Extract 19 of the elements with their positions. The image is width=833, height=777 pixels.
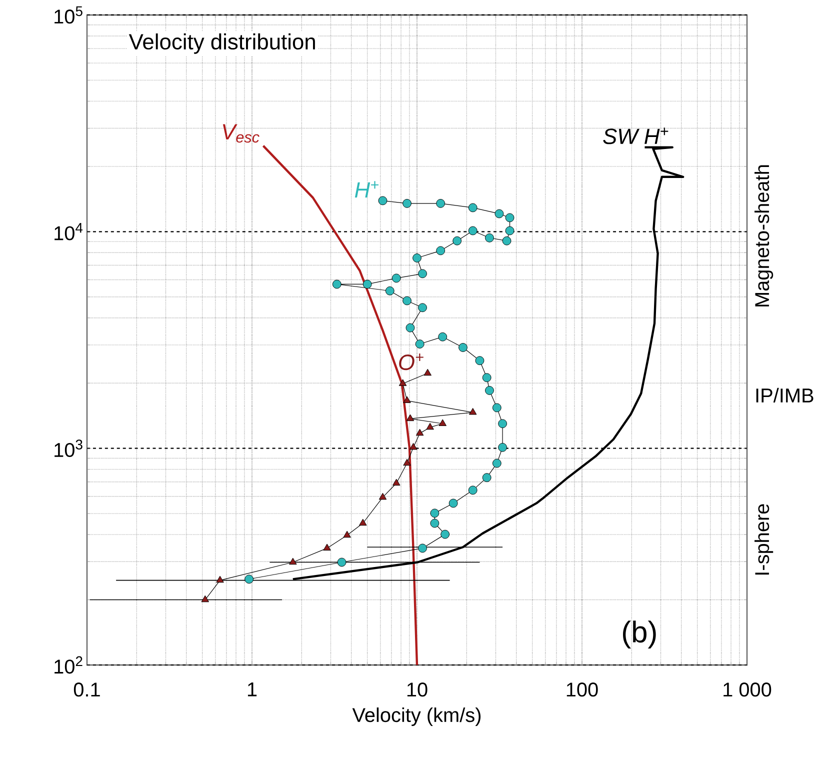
y-tick-label: 10$^{3}$	[54, 440, 82, 458]
y-tick-label: 10$^{4}$	[54, 223, 83, 240]
y-tick-label: 10$^{5}$	[54, 6, 82, 24]
x-tick-label: 1 000	[724, 682, 772, 697]
series-label: V$_{esc}$	[222, 124, 260, 143]
series-label: SW H$^{+}$	[603, 128, 668, 144]
text: Magneto-sheath	[754, 165, 774, 306]
x-tick-label: 1	[248, 682, 257, 696]
series-label: O$^{+}$	[399, 354, 424, 370]
text: Velocity distribution	[128, 33, 315, 54]
x-tick-label: 100	[566, 682, 598, 697]
text: IP/IMB	[756, 388, 814, 403]
annotation: (b)	[623, 620, 656, 648]
text: I-sphere	[754, 504, 774, 575]
x-tick-label: 0.1	[74, 682, 100, 697]
y-tick-label: 10$^{2}$	[54, 656, 82, 674]
x-tick-label: 10	[407, 682, 428, 697]
series-label: H$^{+}$	[354, 181, 378, 198]
x-axis-title: Velocity (km/s)	[352, 707, 481, 726]
